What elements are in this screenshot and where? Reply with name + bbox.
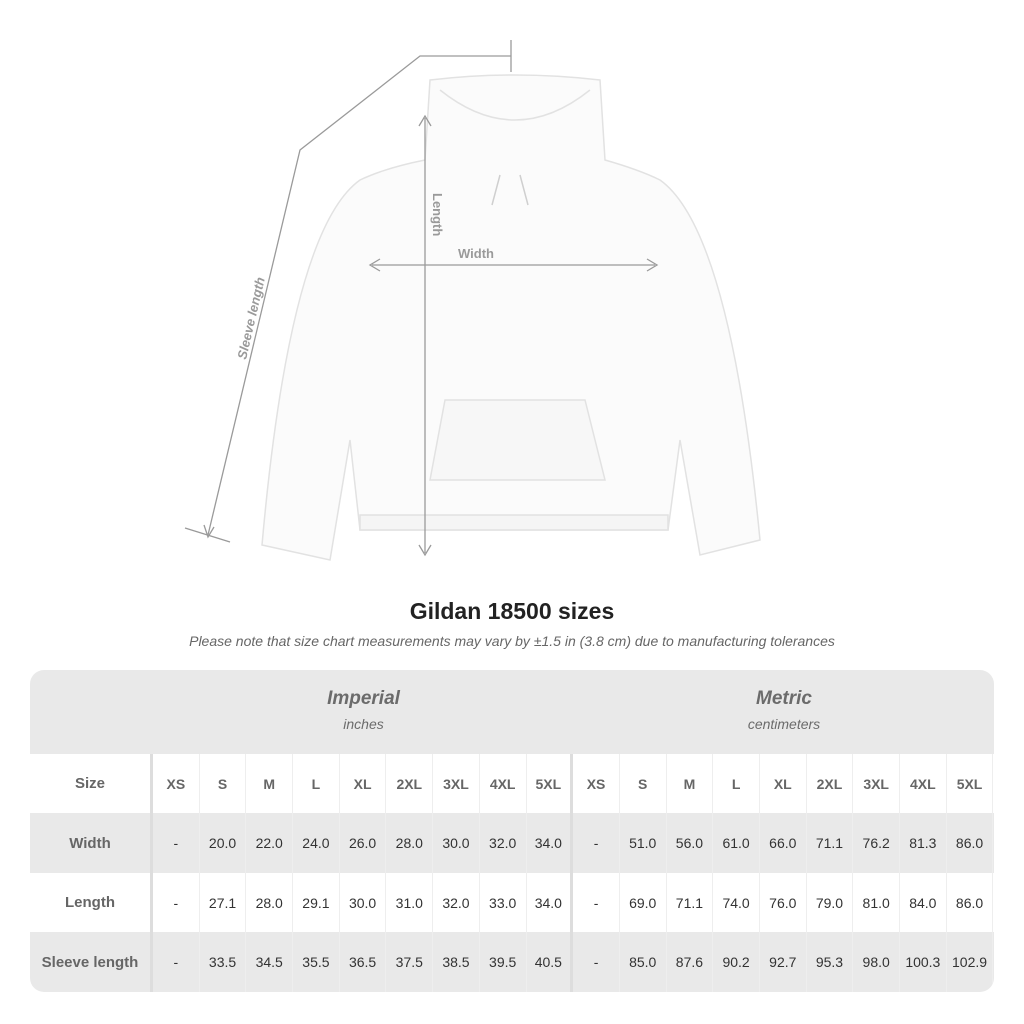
table-cell: 34.0 bbox=[527, 873, 574, 932]
table-cell: 33.5 bbox=[200, 932, 247, 992]
table-cell: - bbox=[153, 813, 200, 873]
table-cell: - bbox=[153, 932, 200, 992]
table-cell: 32.0 bbox=[433, 873, 480, 932]
table-cell: 32.0 bbox=[480, 813, 527, 873]
table-cell: - bbox=[573, 932, 620, 992]
size-header-cell: 2XL bbox=[386, 754, 434, 813]
row-label: Width bbox=[30, 813, 153, 873]
size-header-cell: 3XL bbox=[433, 754, 480, 813]
size-header-cell: XS bbox=[153, 754, 200, 813]
sleeve-length-label: Sleeve length bbox=[234, 276, 267, 361]
size-header-cell: 4XL bbox=[480, 754, 527, 813]
length-label: Length bbox=[430, 193, 445, 236]
metric-unit: centimeters bbox=[747, 716, 821, 732]
size-header-cell: 5XL bbox=[947, 754, 994, 813]
table-cell: 20.0 bbox=[200, 813, 247, 873]
table-cell: 76.2 bbox=[853, 813, 900, 873]
row-label: Sleeve length bbox=[30, 932, 153, 992]
metric-header: Metric centimeters bbox=[574, 670, 994, 754]
imperial-title: Imperial bbox=[327, 688, 400, 709]
table-cell: 86.0 bbox=[947, 873, 994, 932]
table-cell: 33.0 bbox=[480, 873, 527, 932]
table-cell: 31.0 bbox=[386, 873, 434, 932]
table-row: Width -20.0 22.0 24.0 26.0 28.0 30.0 32.0 34.0-5… bbox=[30, 813, 994, 873]
table-cell: 74.0 bbox=[713, 873, 760, 932]
table-cell: 26.0 bbox=[340, 813, 387, 873]
table-cell: 51.0 bbox=[620, 813, 667, 873]
table-cell: 84.0 bbox=[900, 873, 947, 932]
table-cell: - bbox=[153, 873, 200, 932]
measurement-lines bbox=[184, 40, 659, 557]
size-header-cell: M bbox=[667, 754, 714, 813]
table-cell: 37.5 bbox=[386, 932, 434, 992]
page-title: Gildan 18500 sizes bbox=[409, 598, 615, 624]
table-cell: 95.3 bbox=[807, 932, 854, 992]
table-cell: 79.0 bbox=[807, 873, 854, 932]
table-cell: 28.0 bbox=[386, 813, 434, 873]
table-row: Size XS S M L XL 2XL 3XL 4XL 5XL XS S M L XL 2XL 3XL 4XL 5… bbox=[30, 754, 994, 813]
hoodie bbox=[261, 74, 761, 561]
table-cell: 28.0 bbox=[246, 873, 294, 932]
size-header-cell: XL bbox=[340, 754, 387, 813]
table-cell: 90.2 bbox=[713, 932, 760, 992]
table-cell: 34.0 bbox=[527, 813, 574, 873]
size-header-cell: L bbox=[713, 754, 760, 813]
table-row: Length -27.1 28.0 29.1 30.0 31.0 32.0 33.0 34.0-… bbox=[30, 873, 994, 932]
table-cell: 35.5 bbox=[293, 932, 340, 992]
table-cell: 102.9 bbox=[947, 932, 994, 992]
row-label: Length bbox=[30, 873, 153, 932]
size-header-cell: 3XL bbox=[853, 754, 900, 813]
table-cell: 92.7 bbox=[760, 932, 807, 992]
size-header-cell: 4XL bbox=[900, 754, 947, 813]
table-cell: 71.1 bbox=[807, 813, 854, 873]
table-cell: 81.0 bbox=[853, 873, 900, 932]
table-cell: 86.0 bbox=[947, 813, 994, 873]
size-header-cell: M bbox=[246, 754, 294, 813]
table-cell: 27.1 bbox=[200, 873, 247, 932]
size-header-cell: S bbox=[200, 754, 247, 813]
table-cell: 69.0 bbox=[620, 873, 667, 932]
size-header-cell: XS bbox=[573, 754, 620, 813]
table-cell: 100.3 bbox=[900, 932, 947, 992]
tolerance-note: Please note that size chart measurements… bbox=[189, 633, 835, 649]
table-cell: 30.0 bbox=[433, 813, 480, 873]
size-header-cell: 5XL bbox=[527, 754, 574, 813]
size-header-cell: 2XL bbox=[807, 754, 854, 813]
table-cell: 24.0 bbox=[293, 813, 340, 873]
size-table: Imperial inches Metric centimeters Size X… bbox=[30, 670, 994, 992]
row-label: Size bbox=[30, 754, 153, 813]
table-cell: 36.5 bbox=[340, 932, 387, 992]
table-cell: 81.3 bbox=[900, 813, 947, 873]
imperial-unit: inches bbox=[343, 716, 384, 732]
table-cell: 34.5 bbox=[246, 932, 294, 992]
table-header-band: Imperial inches Metric centimeters bbox=[30, 670, 994, 754]
table-cell: 87.6 bbox=[667, 932, 714, 992]
imperial-header: Imperial inches bbox=[153, 670, 574, 754]
table-cell: 76.0 bbox=[760, 873, 807, 932]
hoodie-illustration: Sleeve length Length Width bbox=[184, 40, 761, 561]
table-cell: - bbox=[573, 813, 620, 873]
table-row: Sleeve length -33.5 34.5 35.5 36.5 37.5 38.5 39… bbox=[30, 932, 994, 992]
table-cell: 56.0 bbox=[667, 813, 714, 873]
table-cell: 38.5 bbox=[433, 932, 480, 992]
metric-title: Metric bbox=[756, 688, 812, 709]
table-cell: 61.0 bbox=[713, 813, 760, 873]
table-cell: 98.0 bbox=[853, 932, 900, 992]
table-cell: 85.0 bbox=[620, 932, 667, 992]
table-cell: 71.1 bbox=[667, 873, 714, 932]
size-header-cell: S bbox=[620, 754, 667, 813]
width-label: Width bbox=[458, 246, 494, 261]
size-header-cell: XL bbox=[760, 754, 807, 813]
table-cell: 29.1 bbox=[293, 873, 340, 932]
table-cell: 39.5 bbox=[480, 932, 527, 992]
table-cell: 30.0 bbox=[340, 873, 387, 932]
size-header-cell: L bbox=[293, 754, 340, 813]
table-cell: 22.0 bbox=[246, 813, 294, 873]
table-cell: 40.5 bbox=[527, 932, 574, 992]
table-cell: - bbox=[573, 873, 620, 932]
table-cell: 66.0 bbox=[760, 813, 807, 873]
